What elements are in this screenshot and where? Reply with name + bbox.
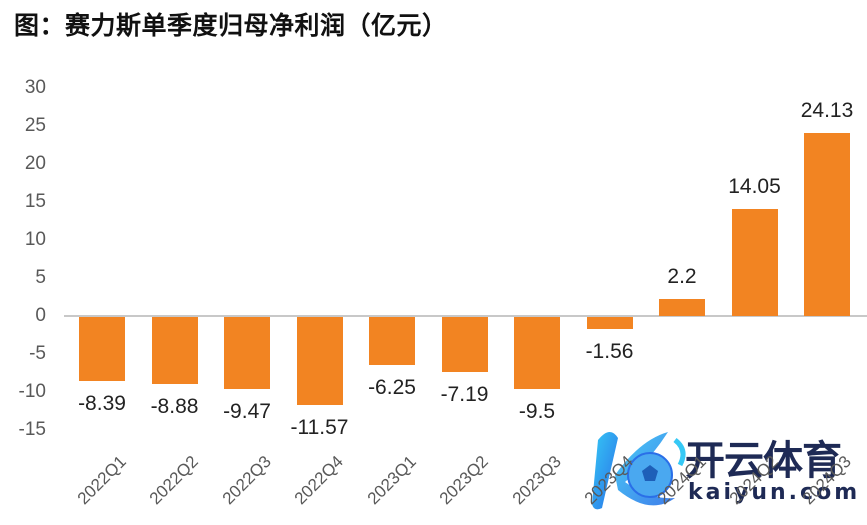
y-tick-label: 10 — [24, 229, 46, 250]
y-tick-label: 20 — [24, 153, 46, 174]
data-label: -1.56 — [585, 339, 634, 363]
y-tick-label: 0 — [35, 305, 46, 326]
bar-2022Q3 — [224, 317, 270, 389]
data-label: 2.2 — [667, 265, 697, 289]
watermark-logo: 开云体育 kaiyun.com — [580, 420, 867, 520]
data-label: -6.25 — [368, 375, 416, 399]
data-label: 14.05 — [728, 175, 781, 199]
data-label: -11.57 — [290, 415, 349, 439]
data-label: -9.47 — [223, 399, 271, 423]
data-label: -8.88 — [150, 395, 199, 419]
y-tick-label: -10 — [18, 381, 46, 402]
bar-2022Q1 — [79, 317, 125, 381]
y-tick-label: 25 — [24, 115, 46, 136]
bar-2024Q3 — [804, 132, 850, 316]
x-tick-label: 2023Q2 — [435, 452, 492, 509]
y-tick-label: -5 — [29, 343, 46, 364]
x-tick-label: 2022Q3 — [218, 452, 275, 509]
data-label: 24.13 — [800, 98, 854, 122]
watermark-en-text: kaiyun.com — [688, 480, 861, 505]
y-tick-label: 30 — [24, 77, 46, 98]
y-tick-label: 5 — [35, 267, 46, 288]
y-tick-label: -15 — [18, 419, 46, 440]
bar-2022Q2 — [151, 317, 198, 385]
x-tick-label: 2022Q4 — [290, 452, 347, 509]
bar-2023Q2 — [441, 317, 488, 372]
bar-2024Q2 — [731, 209, 778, 316]
x-axis-line — [64, 315, 867, 317]
x-tick-label: 2022Q2 — [145, 452, 202, 509]
bar-2023Q1 — [369, 317, 415, 365]
x-tick-label: 2023Q3 — [508, 452, 565, 509]
data-label: -7.19 — [440, 382, 489, 406]
bar-2022Q4 — [296, 317, 343, 405]
chart-title: 图：赛力斯单季度归母净利润（亿元） — [14, 11, 448, 40]
bar-2023Q3 — [514, 317, 560, 390]
y-tick-label: 15 — [24, 191, 46, 212]
bar-2023Q4 — [586, 317, 633, 329]
watermark-cn-text: 开云体育 — [685, 438, 842, 484]
x-tick-label: 2022Q1 — [73, 452, 130, 509]
kaiyun-logo-icon — [592, 431, 686, 510]
bar-2024Q1 — [659, 299, 705, 316]
x-tick-label: 2023Q1 — [363, 452, 420, 509]
data-label: -9.5 — [518, 400, 556, 424]
data-label: -8.39 — [78, 391, 126, 415]
